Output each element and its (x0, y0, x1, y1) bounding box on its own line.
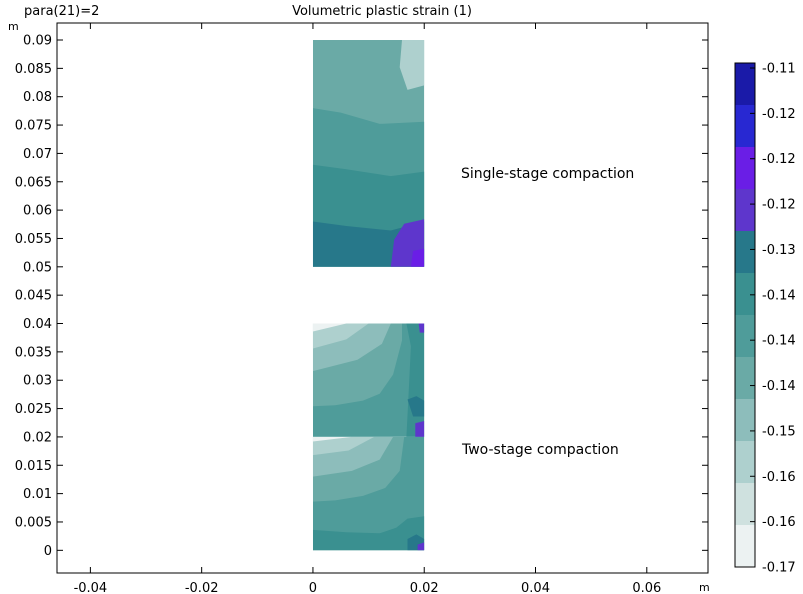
colorbar-segment (735, 189, 755, 232)
colorbar-segment (735, 525, 755, 568)
x-tick-label: 0.04 (521, 581, 550, 594)
colorbar-segment (735, 483, 755, 526)
annotation-two-stage: Two-stage compaction (461, 442, 619, 458)
colorbar-label: -0.14 (762, 288, 796, 303)
y-tick-label: 0.075 (15, 119, 52, 134)
colorbar-label: -0.17 (762, 561, 796, 576)
colorbar-label: -0.11 (762, 62, 796, 77)
x-tick-label: 0.06 (632, 581, 661, 594)
y-tick-label: 0.045 (15, 289, 52, 304)
colorbar-label: -0.12 (762, 198, 796, 213)
contour-band (312, 436, 375, 456)
y-tick-label: 0 (44, 544, 52, 559)
colorbar-segment (735, 147, 755, 190)
contour-band (410, 248, 425, 267)
x-axis-ticks: -0.04 -0.02 0 0.02 0.04 0.06 (74, 23, 661, 594)
x-tick-label: 0.02 (410, 581, 439, 594)
contour-band (312, 436, 352, 442)
y-tick-label: 0.055 (15, 232, 52, 247)
x-tick-label: 0 (309, 581, 317, 594)
contour-band (407, 396, 425, 417)
parameter-label: para(21)=2 (24, 4, 99, 19)
colorbar: -0.11 -0.12 -0.12 -0.12 -0.13 -0.14 -0.14 -0.14… (734, 62, 796, 576)
colorbar-segment (735, 357, 755, 400)
contour-band (312, 516, 425, 551)
contour-band (312, 323, 347, 332)
x-axis-unit: m (699, 581, 710, 594)
colorbar-segment (735, 315, 755, 358)
y-tick-label: 0.025 (15, 402, 52, 417)
colorbar-label: -0.12 (762, 152, 796, 167)
y-tick-label: 0.09 (23, 34, 52, 49)
colorbar-segment (735, 231, 755, 274)
plot-domains (312, 40, 425, 551)
y-tick-label: 0.06 (23, 204, 52, 219)
colorbar-segment (735, 63, 755, 106)
y-tick-label: 0.015 (15, 459, 52, 474)
y-tick-label: 0.04 (23, 317, 52, 332)
y-tick-label: 0.065 (15, 175, 52, 190)
contour-band (415, 421, 425, 437)
y-axis-unit: m (8, 20, 19, 33)
colorbar-segment (735, 273, 755, 316)
colorbar-label: -0.16 (762, 470, 796, 485)
colorbar-label: -0.14 (762, 334, 796, 349)
colorbar-label: -0.14 (762, 379, 796, 394)
y-tick-label: 0.08 (23, 90, 52, 105)
colorbar-segment (735, 441, 755, 484)
y-tick-label: 0.05 (23, 260, 52, 275)
y-tick-label: 0.085 (15, 62, 52, 77)
colorbar-segment (735, 399, 755, 442)
chart-title: Volumetric plastic strain (1) (292, 4, 472, 19)
annotation-single-stage: Single-stage compaction (461, 166, 634, 182)
contour-band (417, 542, 425, 551)
y-tick-label: 0.01 (23, 487, 52, 502)
y-axis-ticks: 0 0.005 0.01 0.015 0.02 0.025 0.03 0.035 0.04 0.0… (15, 34, 708, 559)
domain-two-stage-lower (312, 436, 425, 551)
y-tick-label: 0.03 (23, 374, 52, 389)
colorbar-label: -0.16 (762, 515, 796, 530)
y-tick-label: 0.005 (15, 515, 52, 530)
domain-two-stage-upper (312, 323, 425, 437)
contour-band (418, 323, 425, 333)
colorbar-label: -0.15 (762, 424, 796, 439)
y-tick-label: 0.07 (23, 147, 52, 162)
colorbar-label: -0.12 (762, 107, 796, 122)
colorbar-frame (734, 62, 756, 568)
colorbar-label: -0.13 (762, 243, 796, 258)
x-tick-label: -0.02 (185, 581, 219, 594)
x-tick-label: -0.04 (74, 581, 108, 594)
colorbar-segment (735, 105, 755, 148)
domain-single-stage (312, 40, 425, 267)
y-tick-label: 0.035 (15, 345, 52, 360)
contour-band (312, 323, 369, 349)
y-tick-label: 0.02 (23, 430, 52, 445)
contour-band (399, 40, 425, 90)
plot-area-frame (56, 22, 709, 574)
